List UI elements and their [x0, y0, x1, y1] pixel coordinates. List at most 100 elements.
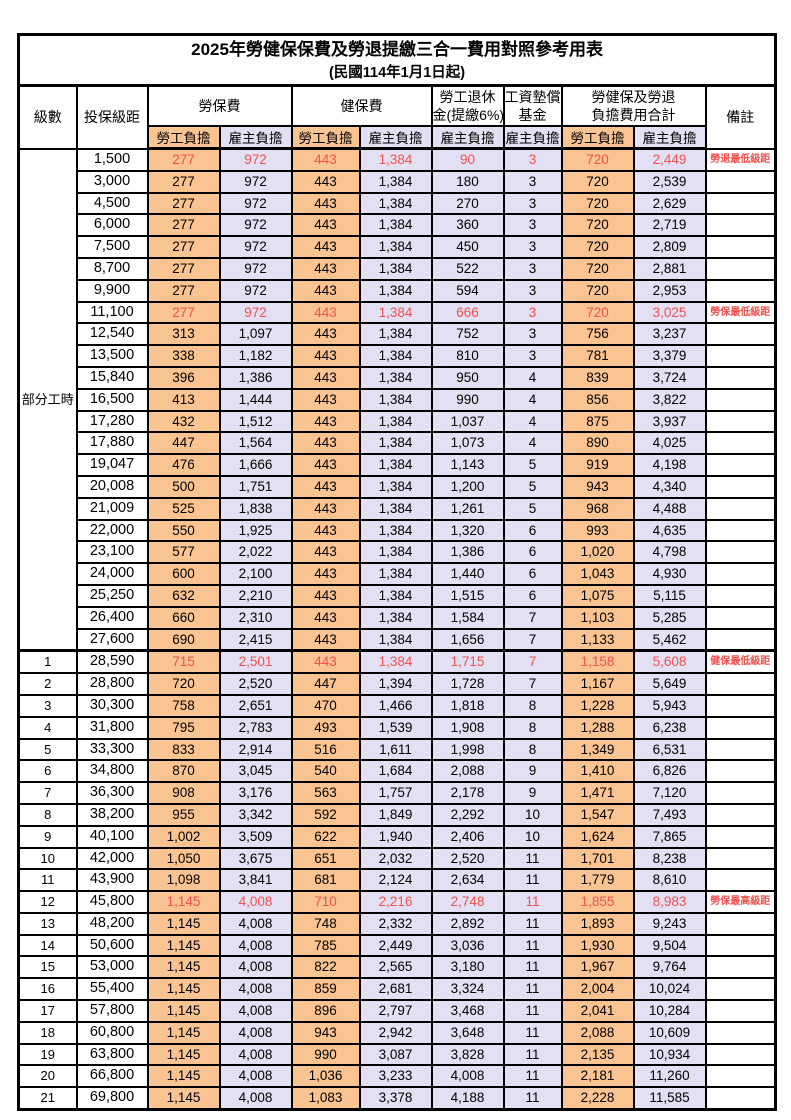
value-cell: 4,008	[218, 933, 293, 958]
value-cell: 7,865	[632, 824, 707, 849]
level-cell: 19	[17, 1042, 78, 1067]
value-cell: 500	[146, 474, 221, 499]
value-cell: 1,940	[358, 824, 433, 849]
value-cell: 2,539	[632, 169, 707, 194]
value-cell: 4	[502, 431, 563, 456]
remark-cell	[704, 431, 777, 456]
value-cell: 11	[502, 890, 563, 914]
value-cell: 993	[560, 518, 635, 543]
value-cell: 443	[290, 627, 361, 652]
bracket-cell: 17,880	[75, 431, 149, 456]
table-row: 18 60,800 1,145 4,008 943 2,942 3,648 11 2,088 10…	[17, 1020, 777, 1045]
bracket-cell: 20,008	[75, 474, 149, 499]
value-cell: 5,608	[632, 649, 707, 675]
value-cell: 1,930	[560, 933, 635, 958]
value-cell: 1,098	[146, 868, 221, 893]
value-cell: 968	[560, 496, 635, 521]
value-cell: 1,384	[358, 649, 433, 675]
value-cell: 4	[502, 387, 563, 412]
value-cell: 1,182	[218, 344, 293, 368]
value-cell: 3,648	[430, 1020, 505, 1045]
value-cell: 11	[502, 1064, 563, 1089]
remark-cell	[704, 540, 777, 565]
col-header-remarks: 備註	[704, 84, 777, 150]
value-cell: 1,384	[358, 474, 433, 499]
bracket-cell: 45,800	[75, 890, 149, 914]
value-cell: 666	[430, 300, 505, 325]
level-cell: 15	[17, 955, 78, 980]
value-cell: 3	[502, 344, 563, 368]
title-cell: 2025年勞健保保費及勞退提繳三合一費用對照參考用表 (民國114年1月1日起)	[17, 33, 777, 87]
value-cell: 3	[502, 147, 563, 172]
value-cell: 1,684	[358, 759, 433, 784]
value-cell: 3	[502, 235, 563, 259]
value-cell: 277	[146, 191, 221, 216]
value-cell: 2,292	[430, 802, 505, 827]
value-cell: 758	[146, 693, 221, 718]
value-cell: 3	[502, 213, 563, 238]
value-cell: 1,564	[218, 431, 293, 456]
value-cell: 4,798	[632, 540, 707, 565]
value-cell: 6,238	[632, 715, 707, 740]
value-cell: 90	[430, 147, 505, 172]
remark-cell	[704, 672, 777, 696]
value-cell: 6,826	[632, 759, 707, 784]
value-cell: 720	[560, 191, 635, 216]
value-cell: 3	[502, 300, 563, 325]
col-header-health-insurance: 健保費	[290, 84, 433, 127]
subheader-employee-burden: 勞工負擔	[146, 125, 221, 150]
value-cell: 2,100	[218, 562, 293, 586]
value-cell: 795	[146, 715, 221, 740]
value-cell: 3,378	[358, 1086, 433, 1111]
value-cell: 6	[502, 518, 563, 543]
value-cell: 1,386	[430, 540, 505, 565]
level-cell: 21	[17, 1086, 78, 1111]
value-cell: 7,120	[632, 781, 707, 805]
value-cell: 1,228	[560, 693, 635, 718]
value-cell: 1,384	[358, 387, 433, 412]
value-cell: 443	[290, 256, 361, 281]
bracket-cell: 55,400	[75, 977, 149, 1002]
value-cell: 3,324	[430, 977, 505, 1002]
value-cell: 1,728	[430, 672, 505, 696]
value-cell: 660	[146, 605, 221, 630]
value-cell: 4,025	[632, 431, 707, 456]
value-cell: 1,145	[146, 1042, 221, 1067]
value-cell: 1,145	[146, 890, 221, 914]
value-cell: 822	[290, 955, 361, 980]
remark-cell	[704, 693, 777, 718]
value-cell: 2,501	[218, 649, 293, 675]
value-cell: 7	[502, 627, 563, 652]
table-row: 12 45,800 1,145 4,008 710 2,216 2,748 11 1,855 8,…	[17, 890, 777, 914]
value-cell: 443	[290, 431, 361, 456]
remark-cell	[704, 322, 777, 347]
value-cell: 2,041	[560, 999, 635, 1023]
value-cell: 11	[502, 1086, 563, 1111]
value-cell: 6	[502, 540, 563, 565]
value-cell: 1,751	[218, 474, 293, 499]
value-cell: 1,083	[290, 1086, 361, 1111]
table-row: 1 28,590 715 2,501 443 1,384 1,715 7 1,158 5,608 健…	[17, 649, 777, 675]
value-cell: 443	[290, 605, 361, 630]
value-cell: 1,145	[146, 911, 221, 936]
value-cell: 4,008	[218, 1086, 293, 1111]
table-row: 25,250 632 2,210 443 1,384 1,515 6 1,075 5,115	[19, 583, 777, 608]
value-cell: 2,565	[358, 955, 433, 980]
value-cell: 3,468	[430, 999, 505, 1023]
table-row: 6 34,800 870 3,045 540 1,684 2,088 9 1,410 6,826	[17, 759, 777, 784]
remark-cell	[704, 1042, 777, 1067]
value-cell: 443	[290, 387, 361, 412]
value-cell: 1,384	[358, 213, 433, 238]
bracket-cell: 15,840	[75, 365, 149, 390]
bracket-cell: 16,500	[75, 387, 149, 412]
value-cell: 1,998	[430, 737, 505, 762]
bracket-cell: 9,900	[75, 278, 149, 303]
value-cell: 1,073	[430, 431, 505, 456]
value-cell: 470	[290, 693, 361, 718]
bracket-cell: 28,590	[75, 649, 149, 675]
value-cell: 839	[560, 365, 635, 390]
remark-cell	[704, 759, 777, 784]
table-row: 26,400 660 2,310 443 1,384 1,584 7 1,103 5,285	[19, 605, 777, 630]
bracket-cell: 30,300	[75, 693, 149, 718]
value-cell: 972	[218, 235, 293, 259]
